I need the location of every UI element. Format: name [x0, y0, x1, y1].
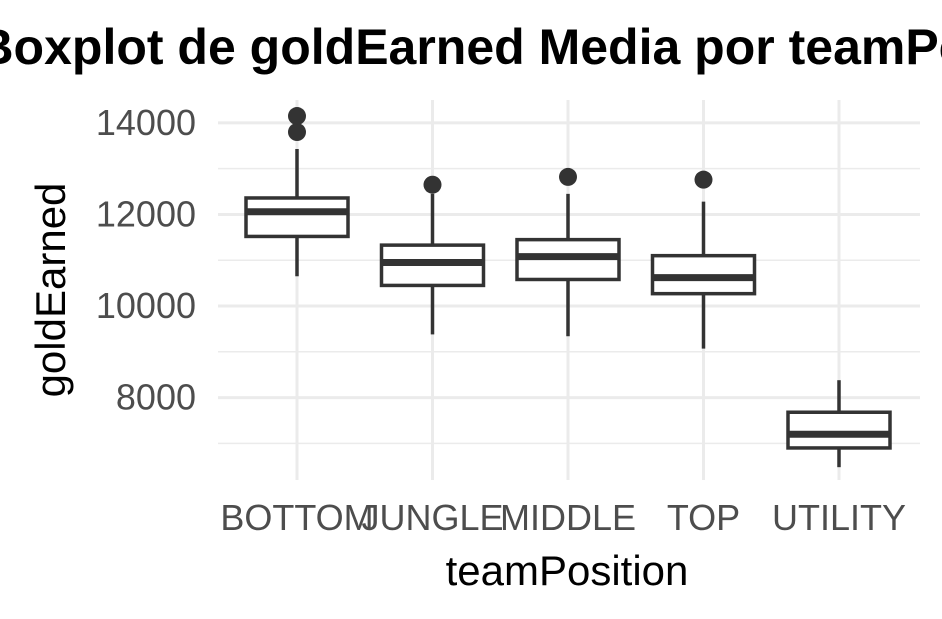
x-tick-label: UTILITY: [772, 497, 906, 538]
y-tick-label: 10000: [96, 285, 196, 326]
y-axis-ticks: 8000 10000 12000 14000: [96, 102, 196, 418]
y-tick-label: 14000: [96, 102, 196, 143]
box-utility: [786, 380, 892, 468]
outlier-point: [423, 175, 442, 194]
box-jungle: [379, 175, 486, 335]
iqr-box: [244, 196, 350, 239]
x-tick-label: BOTTOM: [220, 497, 373, 538]
y-axis-title: goldEarned: [27, 183, 74, 398]
outlier-point: [559, 167, 577, 186]
x-axis-title: teamPosition: [446, 547, 689, 594]
x-tick-label: TOP: [667, 497, 740, 538]
box-bottom: [244, 107, 350, 277]
y-tick-label: 8000: [116, 377, 196, 418]
y-tick-label: 12000: [96, 193, 196, 234]
box-middle: [515, 167, 621, 337]
outlier-point: [288, 107, 306, 126]
outlier-point: [694, 170, 713, 189]
iqr-box: [786, 410, 892, 450]
box-top: [650, 170, 757, 349]
outlier-point: [288, 123, 306, 142]
boxplot-series: [244, 107, 892, 468]
chart-title: Boxplot de goldEarned Media por teamPosi…: [0, 19, 942, 75]
x-tick-label: JUNGLE: [361, 497, 503, 538]
x-tick-label: MIDDLE: [500, 497, 636, 538]
